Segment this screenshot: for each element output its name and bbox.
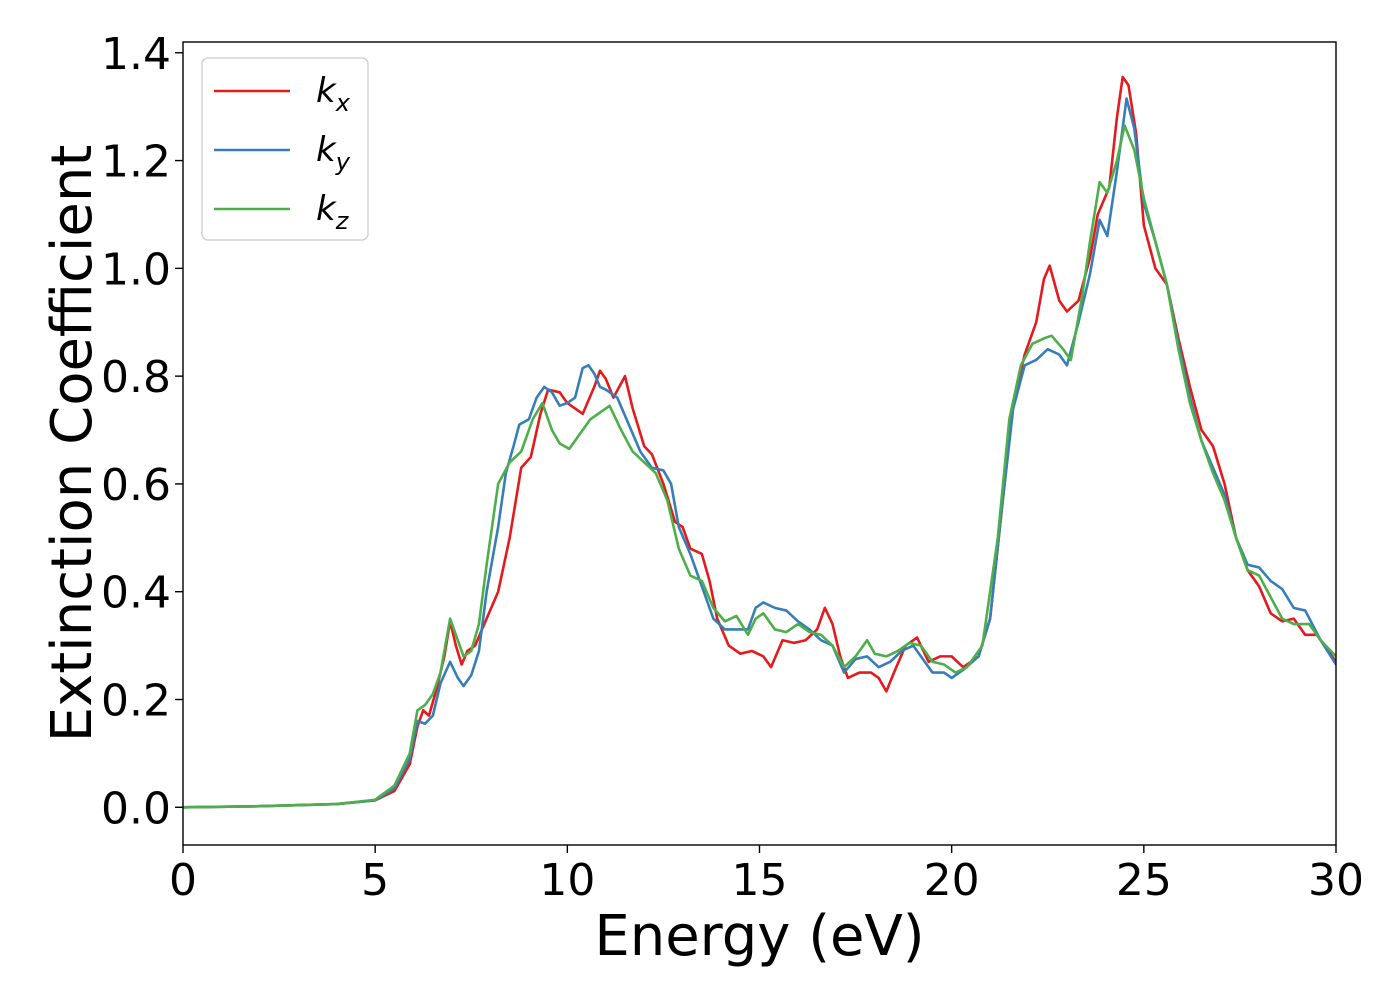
x-tick-label: 0: [169, 855, 197, 906]
legend: kx ky kz: [201, 57, 369, 241]
legend-label-kz: kz: [316, 189, 350, 235]
y-tick-label: 0.6: [101, 460, 171, 511]
y-tick-label: 0.0: [101, 783, 171, 834]
x-tick-label: 20: [924, 855, 980, 906]
x-axis-label: Energy (eV): [594, 904, 924, 969]
x-tick-label: 10: [539, 855, 595, 906]
x-axis: 0 5 10 15 20 25 30: [169, 845, 1364, 906]
y-axis: 0.0 0.2 0.4 0.6 0.8 1.0 1.2 1.4: [101, 29, 183, 834]
series-line-kz: [183, 124, 1336, 809]
y-tick-label: 1.2: [101, 137, 171, 188]
y-tick-label: 0.2: [101, 675, 171, 726]
x-tick-label: 25: [1116, 855, 1172, 906]
y-tick-label: 0.8: [101, 352, 171, 403]
y-tick-label: 1.4: [101, 29, 171, 80]
x-tick-label: 5: [361, 855, 389, 906]
x-tick-label: 15: [732, 855, 788, 906]
y-axis-label: Extinction Coefficient: [40, 145, 105, 743]
y-tick-label: 1.0: [101, 244, 171, 295]
y-tick-label: 0.4: [101, 568, 171, 619]
legend-label-ky: ky: [316, 130, 351, 176]
legend-label-kx: kx: [316, 71, 351, 117]
series-layer: [183, 75, 1336, 809]
series-line-kx: [183, 75, 1336, 809]
x-tick-label: 30: [1308, 855, 1364, 906]
